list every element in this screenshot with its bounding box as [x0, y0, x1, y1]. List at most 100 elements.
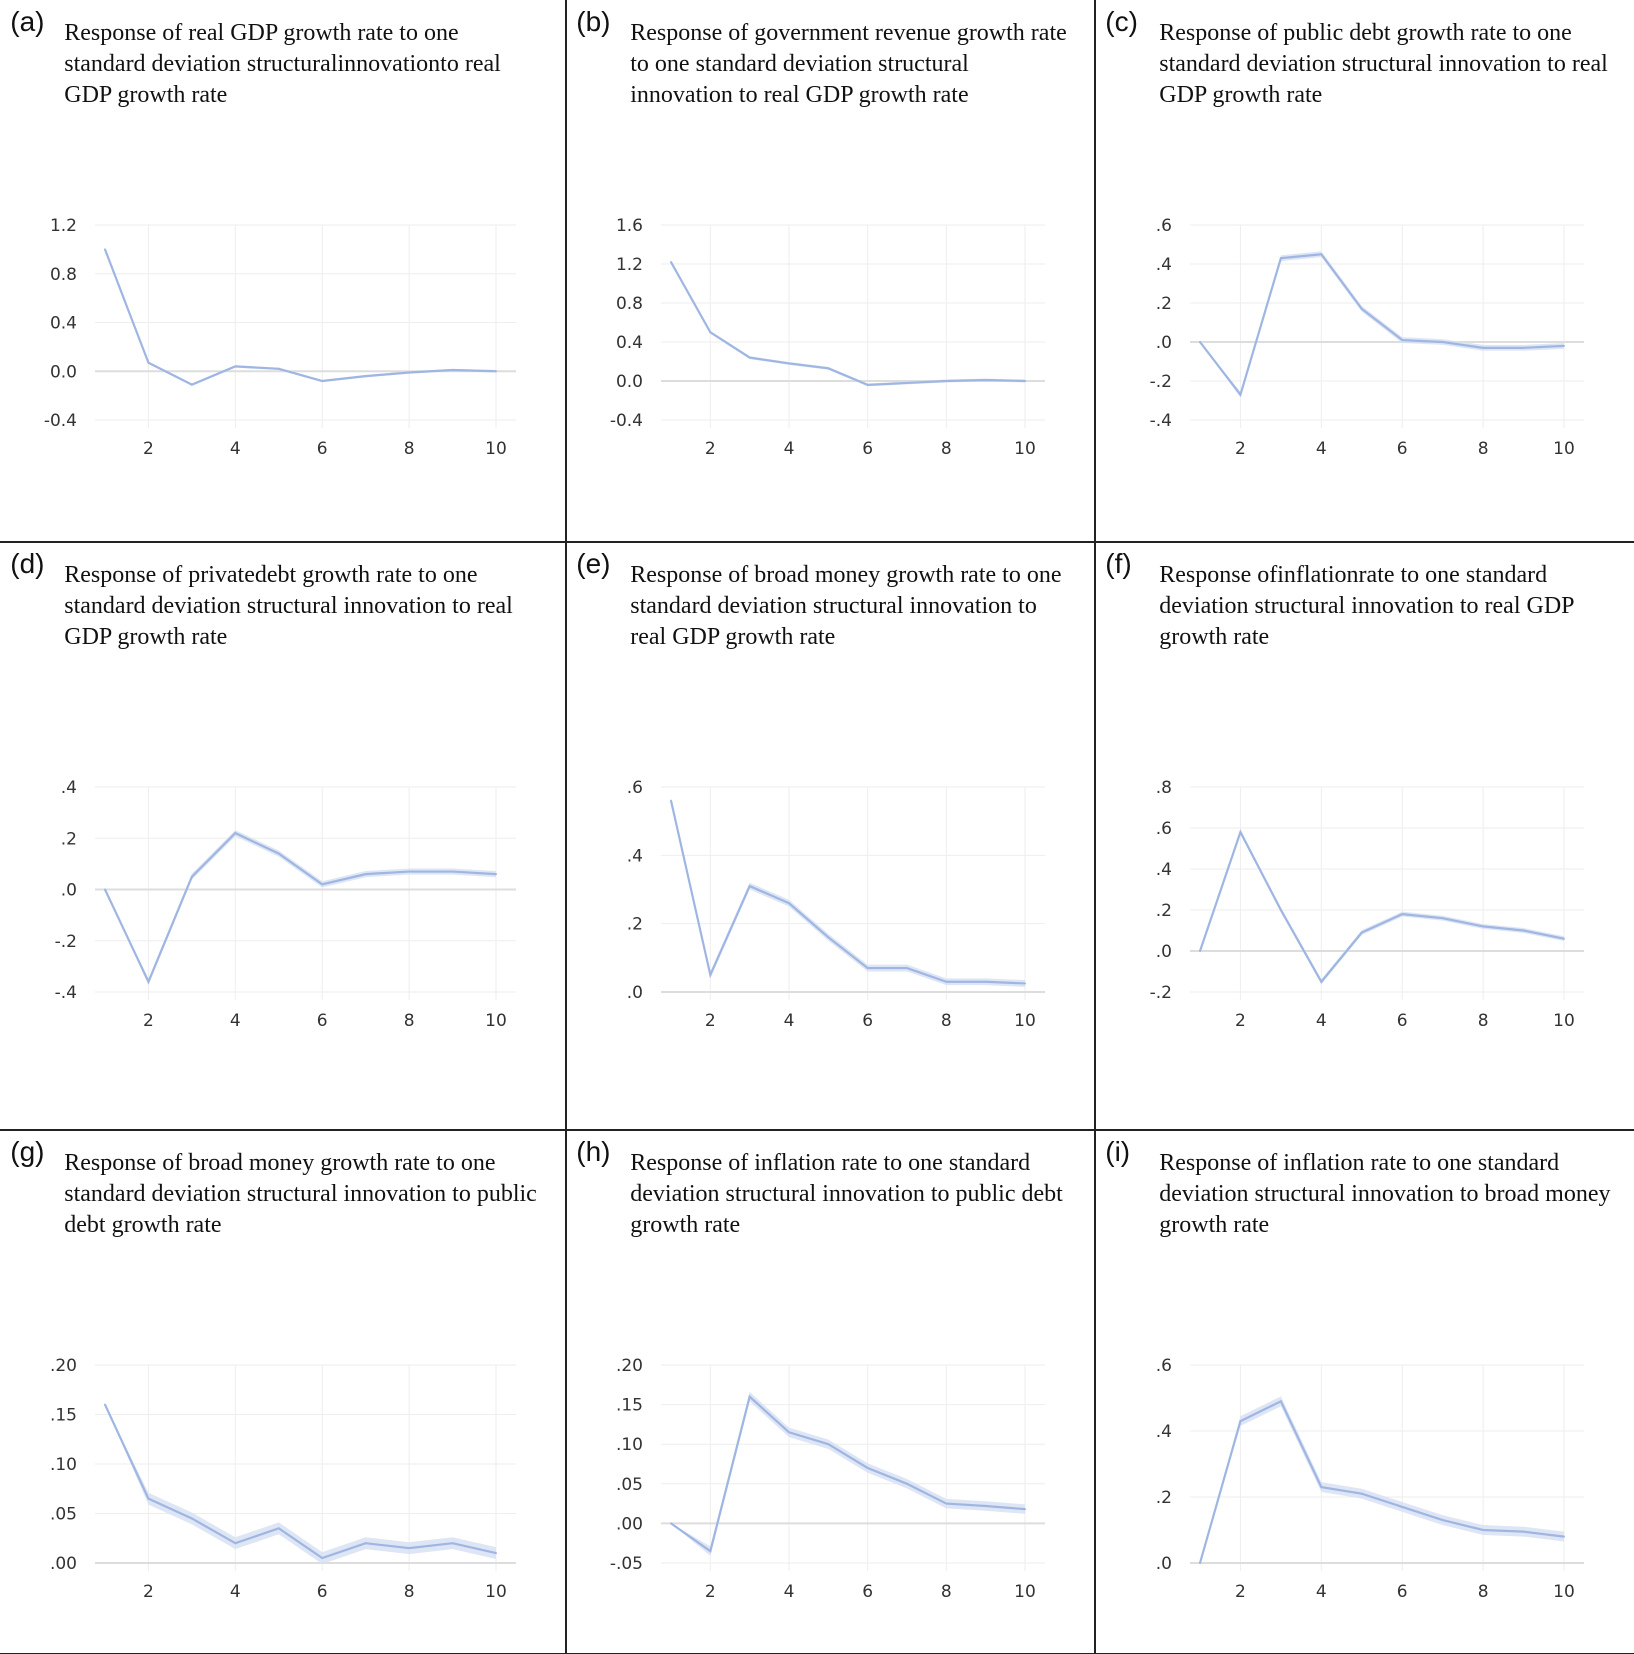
data-point — [1199, 950, 1202, 953]
y-tick-label: .05 — [616, 1475, 643, 1495]
y-tick-label: 1.2 — [50, 216, 77, 236]
data-point — [906, 967, 909, 970]
x-tick-label: 8 — [941, 1582, 952, 1602]
y-tick-label: .00 — [50, 1554, 77, 1574]
chart-title: Response of government revenue growth ra… — [630, 20, 1067, 109]
y-tick-label: -.4 — [55, 983, 77, 1003]
x-tick-label: 2 — [1235, 439, 1246, 459]
chart-title: Response of inflation rate to one standa… — [630, 1150, 1063, 1239]
data-point — [1563, 345, 1566, 348]
data-point — [1441, 341, 1444, 344]
panel-label: (d) — [10, 548, 45, 580]
x-tick-label: 8 — [941, 1011, 952, 1031]
data-point — [906, 382, 909, 385]
y-tick-label: .15 — [50, 1406, 77, 1426]
x-tick-label: 10 — [1014, 439, 1036, 459]
x-tick-label: 4 — [1316, 1011, 1327, 1031]
data-point — [1522, 1530, 1525, 1533]
data-point — [278, 852, 281, 855]
data-point — [788, 362, 791, 365]
y-tick-label: 1.6 — [616, 216, 643, 236]
chart-panel: (b) Response of government revenue growth… — [565, 0, 1096, 543]
response-line — [104, 249, 497, 387]
line-chart: .0 .2 .4 .6 2 4 6 8 10 — [1156, 1356, 1585, 1602]
data-point — [495, 370, 498, 373]
data-point — [984, 1505, 987, 1508]
data-point — [104, 888, 107, 891]
data-point — [1401, 339, 1404, 342]
x-tick-label: 4 — [230, 1582, 241, 1602]
data-point — [321, 1557, 324, 1560]
chart-title: Response of broad money growth rate to o… — [630, 562, 1062, 651]
line-chart: -.2 .0 .2 .4 .6 .8 2 4 6 8 10 — [1150, 778, 1585, 1031]
y-tick-label: .0 — [61, 881, 77, 901]
data-point — [364, 1542, 367, 1545]
chart-panel: (e) Response of broad money growth rate t… — [565, 541, 1096, 1131]
x-tick-label: 8 — [1478, 1582, 1489, 1602]
x-tick-label: 6 — [317, 439, 328, 459]
confidence-band — [671, 262, 1026, 387]
data-point — [670, 799, 673, 802]
x-tick-label: 6 — [317, 1582, 328, 1602]
data-point — [191, 875, 194, 878]
x-tick-label: 6 — [863, 439, 874, 459]
line-chart: -.4 -.2 .0 .2 .4 .6 2 4 6 8 10 — [1150, 216, 1585, 459]
data-point — [451, 369, 454, 372]
y-tick-label: -.2 — [55, 932, 77, 952]
y-tick-label: -.05 — [610, 1554, 643, 1574]
data-point — [321, 883, 324, 886]
data-point — [234, 1542, 237, 1545]
y-tick-label: .20 — [616, 1356, 643, 1376]
x-tick-label: 2 — [705, 439, 716, 459]
data-point — [278, 368, 281, 371]
data-point — [234, 832, 237, 835]
panel-label: (g) — [10, 1136, 45, 1168]
chart-panel: (d) Response of privatedebt growth rate t… — [0, 541, 567, 1131]
data-point — [451, 1542, 454, 1545]
data-point — [984, 379, 987, 382]
data-point — [1320, 1486, 1323, 1489]
chart-title: Response of inflation rate to one standa… — [1159, 1150, 1611, 1239]
data-point — [191, 383, 194, 386]
x-tick-label: 4 — [230, 1011, 241, 1031]
data-point — [1280, 909, 1283, 912]
x-tick-label: 2 — [143, 1582, 154, 1602]
chart-panel: (h) Response of inflation rate to one sta… — [565, 1129, 1096, 1654]
x-tick-label: 4 — [1316, 1582, 1327, 1602]
data-point — [147, 981, 150, 983]
data-point — [147, 1497, 150, 1500]
y-tick-label: -.2 — [1150, 372, 1172, 392]
data-point — [1441, 917, 1444, 920]
data-point — [1361, 308, 1364, 311]
y-tick-label: .0 — [1156, 333, 1172, 353]
x-tick-label: 8 — [404, 1582, 415, 1602]
y-tick-label: .2 — [1156, 294, 1172, 314]
data-point — [866, 967, 869, 970]
y-tick-label: .4 — [61, 778, 77, 798]
chart-title: Response ofinflationrate to one standard… — [1159, 562, 1574, 651]
data-point — [1239, 393, 1242, 396]
y-tick-label: .8 — [1156, 778, 1172, 798]
x-tick-label: 10 — [1553, 1011, 1575, 1031]
data-point — [788, 902, 791, 905]
chart-title: Response of public debt growth rate to o… — [1159, 20, 1608, 109]
y-tick-label: .6 — [1156, 216, 1172, 236]
response-line — [670, 800, 1026, 985]
data-point — [827, 936, 830, 939]
y-tick-label: 0.0 — [616, 372, 643, 392]
panel-label: (e) — [576, 548, 611, 580]
x-tick-label: 10 — [485, 439, 507, 459]
data-point — [748, 356, 751, 359]
data-point — [1024, 380, 1027, 383]
chart-panel: (i) Response of inflation rate to one sta… — [1094, 1129, 1634, 1654]
x-tick-label: 10 — [1014, 1582, 1036, 1602]
y-tick-label: 0.8 — [50, 265, 77, 285]
y-tick-label: .2 — [61, 830, 77, 850]
line-chart: -0.4 0.0 0.4 0.8 1.2 1.6 2 4 6 8 10 — [610, 216, 1046, 459]
confidence-band — [105, 1404, 497, 1565]
x-tick-label: 6 — [863, 1011, 874, 1031]
y-tick-label: .4 — [1156, 1422, 1172, 1442]
data-point — [1441, 1519, 1444, 1522]
panel-label: (c) — [1105, 6, 1138, 38]
x-tick-label: 2 — [143, 1011, 154, 1031]
